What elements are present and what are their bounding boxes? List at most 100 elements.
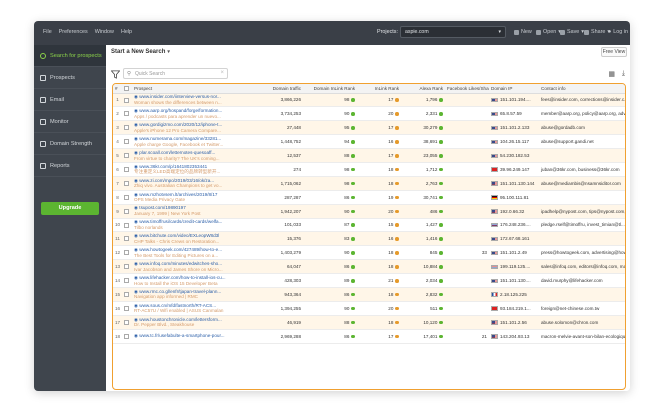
row-checkbox[interactable]: [124, 180, 129, 186]
table-row[interactable]: 1 ◉ www.insider.com/iinterview-versus-nor…: [113, 93, 625, 108]
contact-info-cell[interactable]: fees@insider.com, corrections@insider.c.…: [539, 93, 625, 108]
prospect-url[interactable]: ◉ plar.scoall.com/letternotes-quesoaff..…: [134, 150, 247, 156]
login-button[interactable]: ● Log in: [608, 29, 628, 35]
contact-info-cell[interactable]: abuse@gordadb.com: [539, 120, 625, 136]
row-checkbox[interactable]: [124, 167, 129, 173]
save-button[interactable]: Save ▾: [560, 29, 584, 35]
new-search-dropdown[interactable]: Start a New Search ▾: [111, 49, 170, 55]
contact-info-cell[interactable]: [539, 231, 625, 247]
share-button[interactable]: Share ▾: [584, 29, 610, 35]
row-checkbox[interactable]: [124, 278, 129, 284]
prospect-url[interactable]: ◉ www.tc.fr/usefabulte-a-smartphone-pour…: [134, 333, 247, 339]
project-select[interactable]: aspie.com ▾: [400, 26, 506, 38]
contact-info-cell[interactable]: sales@infoq.com, editors@infoq.com, ma..…: [539, 259, 625, 275]
free-view-button[interactable]: Free View: [601, 47, 627, 57]
prospect-url[interactable]: ◉ www.36kr.com/p/1641802353441: [134, 164, 247, 170]
contact-info-cell[interactable]: abuse@support.gandi.net: [539, 134, 625, 150]
prospect-cell[interactable]: ◉ www.36kr.com/p/1641802353441 专注重定义LED高端…: [132, 162, 249, 177]
row-checkbox[interactable]: [124, 292, 129, 298]
download-icon[interactable]: ⤓: [621, 70, 625, 77]
prospect-url[interactable]: ◉ www.mzhotvsem.lt/archives/2019/8/17: [134, 192, 247, 198]
column-header[interactable]: Alexa Rank: [401, 84, 445, 94]
prospect-cell[interactable]: ◉ www.rmc.co.gl/enfr/tjapan-travel-plann…: [132, 287, 249, 302]
prospect-cell[interactable]: ◉ www.gordigizmo.com/2020/12/iphone-t...…: [132, 120, 249, 136]
sidebar-item-monitor[interactable]: Monitor: [34, 111, 106, 133]
prospect-url[interactable]: ◉ www.timoffrusi/cards/credit-cards/welf…: [134, 219, 247, 225]
table-row[interactable]: 5 ◉ plar.scoall.com/letternotes-quesoaff.…: [113, 148, 625, 163]
table-row[interactable]: 4 ◉ www.numerama.com/magazine/33281... App…: [113, 134, 625, 150]
contact-info-cell[interactable]: pledge.rself@timoffru, invest_timian@tl.…: [539, 218, 625, 233]
contact-info-cell[interactable]: member@aarp.org, policy@aarp.org, adve..…: [539, 106, 625, 122]
table-row[interactable]: 18 ◉ www.tc.fr/usefabulte-a-smartphone-po…: [113, 329, 625, 344]
prospect-cell[interactable]: ◉ www.houstonchronicle.com/lettersform..…: [132, 315, 249, 330]
menu-window[interactable]: Window: [94, 29, 114, 35]
contact-info-cell[interactable]: abuse@mediambis@nsamnsiditor.com: [539, 176, 625, 191]
column-header[interactable]: Domain IP: [489, 84, 539, 94]
contact-info-cell[interactable]: ipadhelp@nypost.com, tips@nypost.com, ..…: [539, 204, 625, 219]
prospect-url[interactable]: ◉ www.infoq.com/minutes/edwitches-sho...: [134, 261, 247, 267]
prospect-url[interactable]: ◉ www.gordigizmo.com/2020/12/iphone-t...: [134, 122, 247, 128]
open-button[interactable]: Open▾: [536, 29, 561, 35]
column-header[interactable]: Facebook Likes/Shar...: [445, 84, 489, 94]
row-checkbox[interactable]: [124, 250, 129, 256]
menu-file[interactable]: File: [43, 29, 52, 35]
sidebar-item-email[interactable]: Email: [34, 89, 106, 111]
prospect-url[interactable]: ◉ www.lifehacker.com/how-to-install-ios-…: [134, 275, 247, 281]
sidebar-item-domain-strength[interactable]: Domain Strength: [34, 133, 106, 155]
table-row[interactable]: 8 ◉ www.mzhotvsem.lt/archives/2019/8/17 OP…: [113, 190, 625, 205]
prospect-url[interactable]: ◉ www.houstonchronicle.com/lettersform..…: [134, 317, 247, 323]
prospect-url[interactable]: ◉ www.rmc.co.gl/enfr/tjapan-travel-plann…: [134, 289, 247, 295]
prospect-cell[interactable]: ◉ www.zi.com/mpo/2019/03/16/ok/za... Zhiq…: [132, 176, 249, 191]
row-checkbox[interactable]: [124, 222, 129, 228]
column-header[interactable]: Domain InLink Rank: [303, 84, 357, 94]
table-row[interactable]: 9 ◉ tsupost.com/19890197 January 7, 1999 |…: [113, 204, 625, 219]
menu-preferences[interactable]: Preferences: [58, 29, 88, 35]
contact-info-cell[interactable]: macron-melvie-avant-son-bilan-ecologiqu.…: [539, 329, 625, 344]
table-row[interactable]: 17 ◉ www.houstonchronicle.com/lettersform…: [113, 315, 625, 330]
contact-info-cell[interactable]: foreign@net-chinese.com.tw: [539, 301, 625, 316]
table-row[interactable]: 13 ◉ www.infoq.com/minutes/edwitches-sho.…: [113, 259, 625, 275]
table-row[interactable]: 2 ◉ www.aarp.org/hospand/forge/formation.…: [113, 106, 625, 122]
row-checkbox[interactable]: [124, 333, 129, 339]
table-row[interactable]: 15 ◉ www.rmc.co.gl/enfr/tjapan-travel-pla…: [113, 287, 625, 302]
prospect-cell[interactable]: ◉ plar.scoall.com/letternotes-quesoaff..…: [132, 148, 249, 163]
sidebar-item-search-for-prospects[interactable]: Search for prospects: [34, 45, 106, 67]
column-header[interactable]: #: [113, 84, 122, 94]
menu-help[interactable]: Help: [120, 29, 133, 35]
prospect-url[interactable]: ◉ www.aarp.org/hospand/forge/formation..…: [134, 108, 247, 114]
contact-info-cell[interactable]: david.murphy@lifehacker.com: [539, 273, 625, 288]
prospect-cell[interactable]: ◉ www.bitchute.com/video/EXLeopW8d3l CHP …: [132, 231, 249, 247]
row-checkbox[interactable]: [124, 236, 129, 242]
select-all-checkbox[interactable]: [124, 85, 129, 91]
row-checkbox[interactable]: [124, 305, 129, 311]
filter-icon[interactable]: [111, 70, 120, 79]
prospect-url[interactable]: ◉ www.zi.com/mpo/2019/03/16/ok/za...: [134, 178, 247, 184]
prospect-cell[interactable]: ◉ www.howtogeek.com/427489/how-to-e... Th…: [132, 245, 249, 261]
prospect-url[interactable]: ◉ www.howtogeek.com/427489/how-to-e...: [134, 247, 247, 253]
column-header[interactable]: Contact info: [539, 84, 625, 94]
row-checkbox[interactable]: [124, 319, 129, 325]
table-row[interactable]: 14 ◉ www.lifehacker.com/how-to-install-io…: [113, 273, 625, 288]
new-button[interactable]: New: [514, 29, 532, 35]
prospect-url[interactable]: ◉ www.bitchute.com/video/EXLeopW8d3l: [134, 233, 247, 239]
upgrade-button[interactable]: Upgrade: [41, 202, 99, 215]
prospect-cell[interactable]: ◉ www.mzhotvsem.lt/archives/2019/8/17 OPS…: [132, 190, 249, 205]
prospect-cell[interactable]: ◉ www.numerama.com/magazine/33281... Appl…: [132, 134, 249, 150]
prospect-cell[interactable]: ◉ www.insider.com/iinterview-versus-nor.…: [132, 93, 249, 108]
table-row[interactable]: 12 ◉ www.howtogeek.com/427489/how-to-e...…: [113, 245, 625, 261]
prospect-cell[interactable]: ◉ tsupost.com/19890197 January 7, 1999 | …: [132, 204, 249, 219]
prospect-url[interactable]: ◉ www.numerama.com/magazine/33281...: [134, 136, 247, 142]
prospect-url[interactable]: ◉ tsupost.com/19890197: [134, 205, 247, 211]
contact-info-cell[interactable]: press@howtogeek.com, advertising@how...: [539, 245, 625, 261]
prospect-cell[interactable]: ◉ www.sous.cn/mfd/fastnorth/RT-ACS... RT-…: [132, 301, 249, 316]
contact-info-cell[interactable]: [539, 190, 625, 205]
prospect-url[interactable]: ◉ www.insider.com/iinterview-versus-nor.…: [134, 94, 247, 100]
close-icon[interactable]: ×: [220, 70, 224, 76]
prospect-url[interactable]: ◉ www.sous.cn/mfd/fastnorth/RT-ACS...: [134, 303, 247, 309]
row-checkbox[interactable]: [124, 264, 129, 270]
row-checkbox[interactable]: [124, 139, 129, 145]
prospect-cell[interactable]: ◉ www.infoq.com/minutes/edwitches-sho...…: [132, 259, 249, 275]
table-row[interactable]: 11 ◉ www.bitchute.com/video/EXLeopW8d3l CH…: [113, 231, 625, 247]
table-row[interactable]: 10 ◉ www.timoffrusi/cards/credit-cards/we…: [113, 218, 625, 233]
prospect-cell[interactable]: ◉ www.lifehacker.com/how-to-install-ios-…: [132, 273, 249, 288]
